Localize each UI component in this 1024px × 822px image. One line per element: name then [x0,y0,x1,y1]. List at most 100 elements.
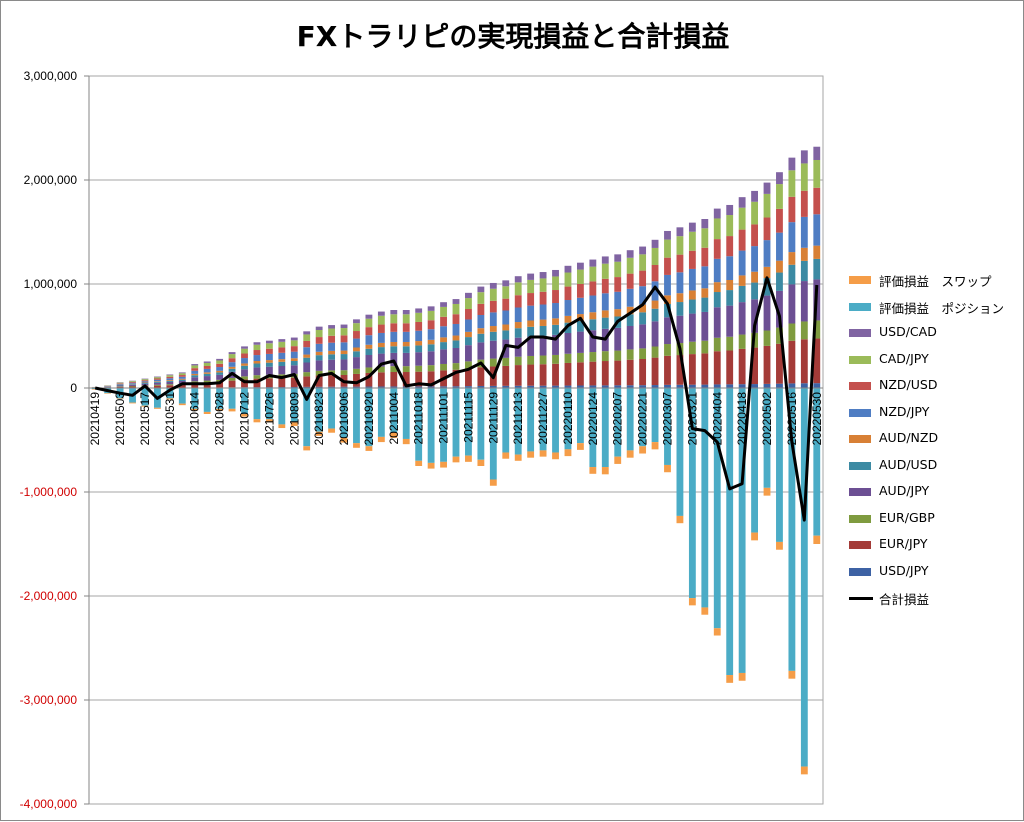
bar-nzd-usd [565,287,572,300]
bar-eur-gbp [726,337,733,351]
bar-unrealized-swap [527,451,534,457]
bar-aud-nzd [614,309,621,316]
bar-eur-gbp [689,342,696,354]
bar-nzd-jpy [278,353,285,359]
bar-usd-cad [291,338,298,341]
bar-cad-jpy [204,363,211,366]
bar-nzd-usd [502,299,509,311]
bar-aud-nzd [403,342,410,346]
bar-cad-jpy [689,232,696,251]
bar-unrealized-position [453,388,460,457]
bar-aud-usd [502,330,509,339]
bar-eur-gbp [565,354,572,363]
bar-usd-cad [179,372,186,373]
bar-unrealized-swap [129,403,136,404]
x-tick-label: 20220110 [561,392,575,445]
bar-usd-jpy [813,383,820,388]
bar-nzd-usd [266,349,273,354]
bar-nzd-jpy [403,332,410,342]
bar-usd-cad [739,197,746,207]
bar-unrealized-position [353,388,360,443]
legend-item: AUD/NZD [849,428,1019,455]
bar-nzd-jpy [204,369,211,372]
bar-nzd-jpy [328,343,335,351]
bar-cad-jpy [527,280,534,293]
bar-unrealized-swap [515,455,522,461]
bar-aud-jpy [129,385,136,386]
bar-aud-usd [179,380,186,381]
bar-eur-gbp [502,358,509,366]
x-tick-label: 20211115 [461,392,475,443]
bar-cad-jpy [341,328,348,335]
bar-aud-usd [353,351,360,357]
legend-swatch [849,597,873,600]
bar-aud-nzd [353,348,360,352]
bar-aud-nzd [813,246,820,259]
bar-unrealized-swap [689,598,696,605]
bar-cad-jpy [639,254,646,270]
bar-nzd-usd [204,366,211,369]
bar-aud-nzd [390,342,397,346]
bar-eur-gbp [589,352,596,362]
bar-aud-nzd [652,301,659,309]
bar-unrealized-swap [502,452,509,458]
bar-aud-usd [776,273,783,291]
bar-unrealized-position [278,388,285,424]
bar-aud-nzd [701,288,708,297]
bar-cad-jpy [453,304,460,314]
x-tick-label: 20210726 [262,392,276,446]
bar-nzd-jpy [117,384,124,385]
bar-unrealized-position [254,388,261,419]
bar-unrealized-swap [415,461,422,466]
x-tick-label: 20210628 [213,392,227,446]
bar-cad-jpy [465,298,472,309]
bar-aud-nzd [477,328,484,334]
bar-aud-usd [415,345,422,352]
bar-usd-cad [540,272,547,278]
bar-cad-jpy [477,292,484,304]
bar-eur-jpy [652,358,659,385]
bar-nzd-usd [714,239,721,259]
bar-usd-cad [764,183,771,194]
bar-nzd-usd [117,383,124,384]
bar-aud-usd [254,364,261,368]
legend-label: USD/CAD [879,324,937,339]
bar-nzd-usd [552,290,559,303]
bar-aud-nzd [602,310,609,317]
bar-aud-usd [378,347,385,353]
bar-aud-jpy [291,365,298,374]
bar-nzd-jpy [552,303,559,318]
bar-aud-jpy [428,351,435,365]
bar-nzd-jpy [254,355,261,361]
bar-unrealized-swap [204,412,211,414]
bar-aud-usd [328,354,335,359]
bar-eur-jpy [527,365,534,386]
bar-nzd-usd [415,322,422,331]
bar-unrealized-position [751,388,758,533]
bar-eur-jpy [540,364,547,385]
bar-nzd-usd [316,337,323,344]
bar-cad-jpy [428,311,435,320]
bar-nzd-usd [751,224,758,246]
bar-unrealized-swap [801,767,808,775]
bar-usd-cad [316,327,323,330]
legend-label: USD/JPY [879,563,929,578]
bar-unrealized-position [527,388,534,451]
bar-eur-jpy [229,381,236,388]
bar-cad-jpy [602,264,609,279]
bar-usd-jpy [764,384,771,388]
x-tick-label: 20211018 [412,392,426,445]
bar-aud-jpy [453,348,460,363]
bar-eur-gbp [166,384,173,385]
bar-cad-jpy [254,345,261,350]
bar-unrealized-swap [303,446,310,450]
bar-nzd-usd [788,197,795,222]
legend-item: AUD/USD [849,455,1019,482]
bar-aud-usd [801,261,808,281]
bar-unrealized-swap [179,404,186,406]
bar-aud-jpy [726,306,733,337]
bar-eur-gbp [714,338,721,351]
bar-nzd-usd [191,368,198,371]
bar-nzd-jpy [291,352,298,359]
x-tick-label: 20210419 [88,392,102,446]
